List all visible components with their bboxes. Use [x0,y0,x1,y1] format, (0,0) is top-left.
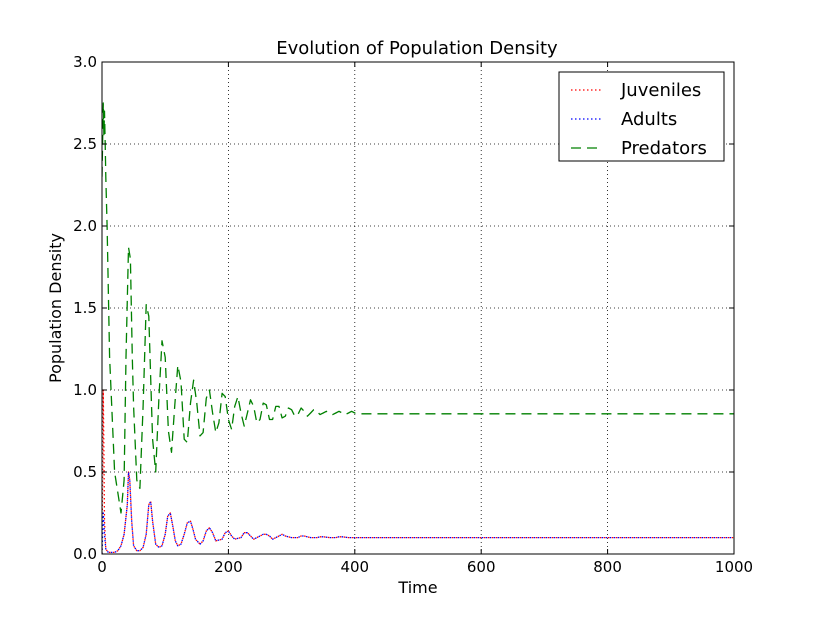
y-tick-label: 1.0 [73,381,97,399]
x-tick-label: 0 [97,558,107,576]
y-axis-label: Population Density [46,233,65,383]
x-tick-label: 200 [214,558,243,576]
y-tick-label: 3.0 [73,53,97,71]
series-layer [102,102,734,554]
legend-label-adults: Adults [621,109,677,130]
legend: Juveniles Adults Predators [558,71,725,162]
legend-label-predators: Predators [621,138,707,159]
series-line-adults [102,471,734,554]
y-tick-label: 0.0 [73,545,97,563]
x-tick-label: 1000 [715,558,753,576]
chart-title: Evolution of Population Density [276,38,558,59]
x-axis-label: Time [397,578,437,597]
y-tick-label: 1.5 [73,299,97,317]
y-tick-label: 2.5 [73,135,97,153]
series-line-predators [102,102,734,514]
x-tick-label: 400 [340,558,369,576]
axis-ticks: 0 200 400 600 800 1000 0.0 0.5 1.0 1.5 2.0 2.5 3.0 [73,53,753,576]
grid [102,62,734,554]
legend-label-juveniles: Juveniles [620,80,701,101]
series-line-juveniles [102,389,734,554]
y-tick-label: 2.0 [73,217,97,235]
x-tick-label: 600 [467,558,496,576]
legend-box [558,71,725,162]
x-tick-label: 800 [593,558,622,576]
y-tick-label: 0.5 [73,463,97,481]
